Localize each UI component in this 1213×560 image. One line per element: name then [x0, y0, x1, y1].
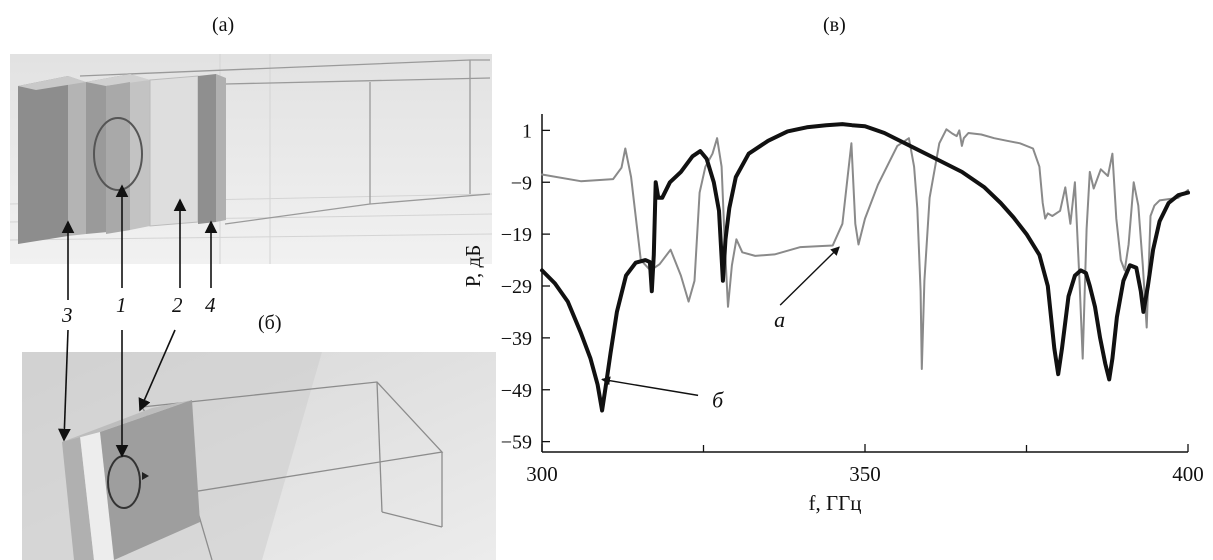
arrow-2-down — [138, 329, 176, 412]
model-render-b — [22, 352, 496, 560]
x-tick-label: 350 — [849, 462, 881, 486]
y-tick-label: −49 — [501, 380, 532, 402]
callout-2: 2 — [172, 293, 183, 317]
y-tick-label: −39 — [501, 328, 532, 350]
callout-4: 4 — [205, 293, 216, 317]
annotation-label-b: б — [712, 387, 724, 412]
callout-arrows — [58, 184, 218, 458]
y-tick-label: 1 — [522, 120, 532, 142]
y-tick-label: −19 — [501, 224, 532, 246]
y-tick-label: −9 — [511, 172, 532, 194]
annotation-arrow-a — [779, 246, 840, 306]
series-line-b — [540, 122, 1190, 413]
arrow-3-down — [58, 329, 71, 442]
callout-1: 1 — [116, 293, 127, 317]
callout-3: 3 — [62, 303, 73, 327]
panel-b-label: (б) — [258, 312, 282, 334]
annotation-arrow-b — [601, 376, 699, 397]
x-tick-label: 300 — [526, 462, 558, 486]
y-tick-label: −59 — [501, 432, 532, 454]
panel-c-label: (в) — [823, 14, 846, 36]
panel-a-label: (а) — [212, 14, 235, 36]
y-tick-label: −29 — [501, 276, 532, 298]
x-axis-label: f, ГГц — [808, 491, 861, 515]
model-render-a — [10, 54, 492, 264]
x-tick-label: 400 — [1172, 462, 1204, 486]
series-line-a — [541, 128, 1189, 370]
annotation-label-a: а — [774, 307, 785, 332]
